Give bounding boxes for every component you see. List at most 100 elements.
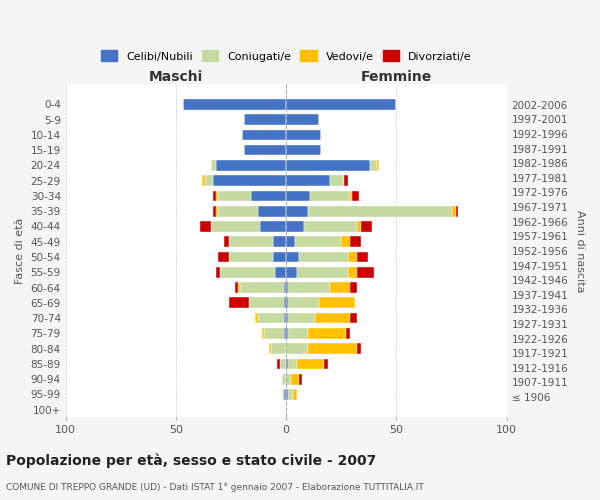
Bar: [284, 389, 286, 400]
Bar: [273, 252, 286, 262]
Bar: [286, 99, 397, 110]
Bar: [215, 206, 218, 216]
Bar: [357, 267, 374, 278]
Bar: [280, 358, 286, 370]
Bar: [357, 252, 368, 262]
Bar: [218, 190, 251, 202]
Bar: [242, 130, 286, 140]
Bar: [323, 358, 328, 370]
Bar: [215, 160, 286, 171]
Y-axis label: Fasce di età: Fasce di età: [15, 218, 25, 284]
Bar: [319, 298, 355, 308]
Bar: [346, 328, 350, 338]
Bar: [293, 389, 297, 400]
Bar: [215, 267, 220, 278]
Bar: [286, 298, 289, 308]
Bar: [350, 313, 357, 324]
Bar: [289, 298, 319, 308]
Bar: [308, 328, 346, 338]
Bar: [286, 221, 304, 232]
Bar: [350, 190, 352, 202]
Bar: [282, 374, 286, 384]
Bar: [308, 206, 452, 216]
Text: COMUNE DI TREPPO GRANDE (UD) - Dati ISTAT 1° gennaio 2007 - Elaborazione TUTTITA: COMUNE DI TREPPO GRANDE (UD) - Dati ISTA…: [6, 483, 424, 492]
Bar: [331, 282, 350, 293]
Bar: [284, 313, 286, 324]
Bar: [304, 221, 357, 232]
Bar: [271, 344, 286, 354]
Bar: [456, 206, 458, 216]
Bar: [277, 358, 280, 370]
Bar: [370, 160, 377, 171]
Bar: [205, 176, 214, 186]
Bar: [348, 252, 357, 262]
Bar: [257, 206, 286, 216]
Bar: [286, 344, 308, 354]
Bar: [229, 236, 273, 247]
Bar: [218, 206, 257, 216]
Text: Femmine: Femmine: [361, 70, 432, 85]
Bar: [260, 221, 286, 232]
Bar: [289, 282, 331, 293]
Bar: [331, 176, 344, 186]
Bar: [240, 282, 284, 293]
Bar: [269, 344, 271, 354]
Bar: [289, 313, 315, 324]
Bar: [211, 221, 260, 232]
Bar: [352, 190, 359, 202]
Bar: [286, 358, 289, 370]
Bar: [299, 252, 348, 262]
Bar: [357, 344, 361, 354]
Bar: [244, 145, 286, 156]
Bar: [286, 176, 331, 186]
Bar: [286, 252, 299, 262]
Bar: [286, 190, 310, 202]
Bar: [452, 206, 456, 216]
Bar: [286, 282, 289, 293]
Bar: [299, 374, 302, 384]
Bar: [182, 99, 286, 110]
Bar: [244, 114, 286, 125]
Bar: [224, 236, 229, 247]
Bar: [251, 190, 286, 202]
Bar: [286, 145, 322, 156]
Bar: [350, 236, 361, 247]
Bar: [202, 176, 205, 186]
Bar: [264, 328, 284, 338]
Bar: [256, 313, 257, 324]
Bar: [284, 328, 286, 338]
Text: Popolazione per età, sesso e stato civile - 2007: Popolazione per età, sesso e stato civil…: [6, 454, 376, 468]
Bar: [290, 374, 299, 384]
Bar: [289, 358, 297, 370]
Bar: [286, 328, 289, 338]
Bar: [262, 328, 264, 338]
Bar: [308, 344, 357, 354]
Bar: [220, 267, 275, 278]
Bar: [282, 389, 284, 400]
Bar: [350, 282, 357, 293]
Bar: [377, 160, 379, 171]
Bar: [286, 130, 322, 140]
Bar: [238, 282, 240, 293]
Bar: [211, 160, 215, 171]
Y-axis label: Anni di nascita: Anni di nascita: [575, 210, 585, 292]
Bar: [315, 313, 350, 324]
Bar: [357, 221, 361, 232]
Bar: [361, 221, 372, 232]
Text: Maschi: Maschi: [149, 70, 203, 85]
Bar: [284, 282, 286, 293]
Bar: [344, 176, 348, 186]
Bar: [341, 236, 350, 247]
Bar: [286, 313, 289, 324]
Bar: [257, 313, 284, 324]
Bar: [214, 206, 215, 216]
Bar: [214, 190, 215, 202]
Bar: [286, 267, 297, 278]
Bar: [286, 374, 290, 384]
Bar: [297, 267, 348, 278]
Bar: [275, 267, 286, 278]
Bar: [215, 190, 218, 202]
Bar: [235, 282, 238, 293]
Bar: [286, 206, 308, 216]
Bar: [284, 298, 286, 308]
